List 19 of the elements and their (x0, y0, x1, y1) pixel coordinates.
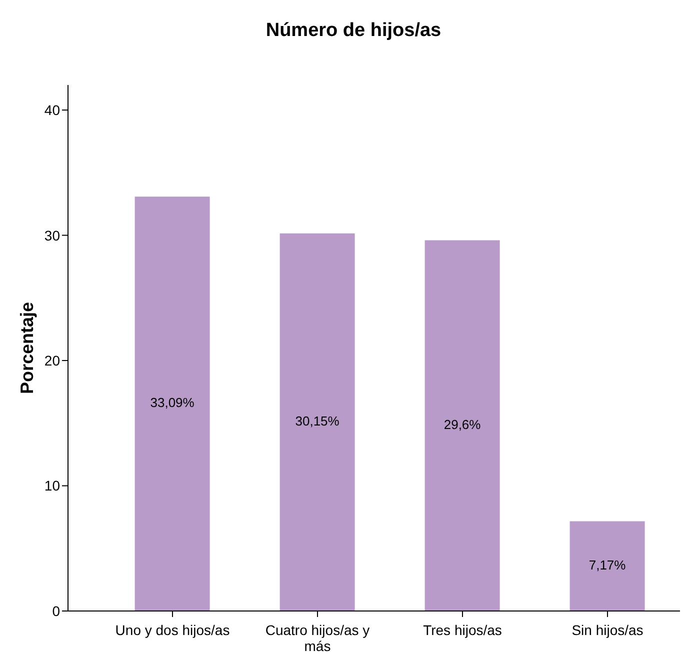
chart-title: Número de hijos/as (264, 20, 442, 42)
y-axis-title: Porcentaje (16, 302, 37, 394)
data-label: 29,6% (444, 417, 482, 432)
data-label: 33,09% (150, 395, 195, 410)
data-label: 30,15% (295, 414, 340, 429)
y-tick-label: 0 (52, 602, 60, 619)
y-tick-label: 20 (44, 352, 60, 368)
bar (570, 521, 645, 611)
bar (134, 196, 210, 611)
x-tick-label: Cuatro hijos/as y más (265, 622, 370, 654)
x-tick-label: Sin hijos/as (572, 622, 644, 638)
bar (424, 240, 500, 611)
y-tick-label: 10 (44, 478, 60, 494)
bar (280, 233, 355, 611)
x-tick-label: Uno y dos hijos/as (115, 622, 230, 638)
y-tick-label: 30 (44, 227, 60, 244)
data-label: 7,17% (588, 558, 626, 573)
x-tick-label: Tres hijos/as (423, 622, 502, 638)
y-tick-label: 40 (44, 102, 60, 118)
